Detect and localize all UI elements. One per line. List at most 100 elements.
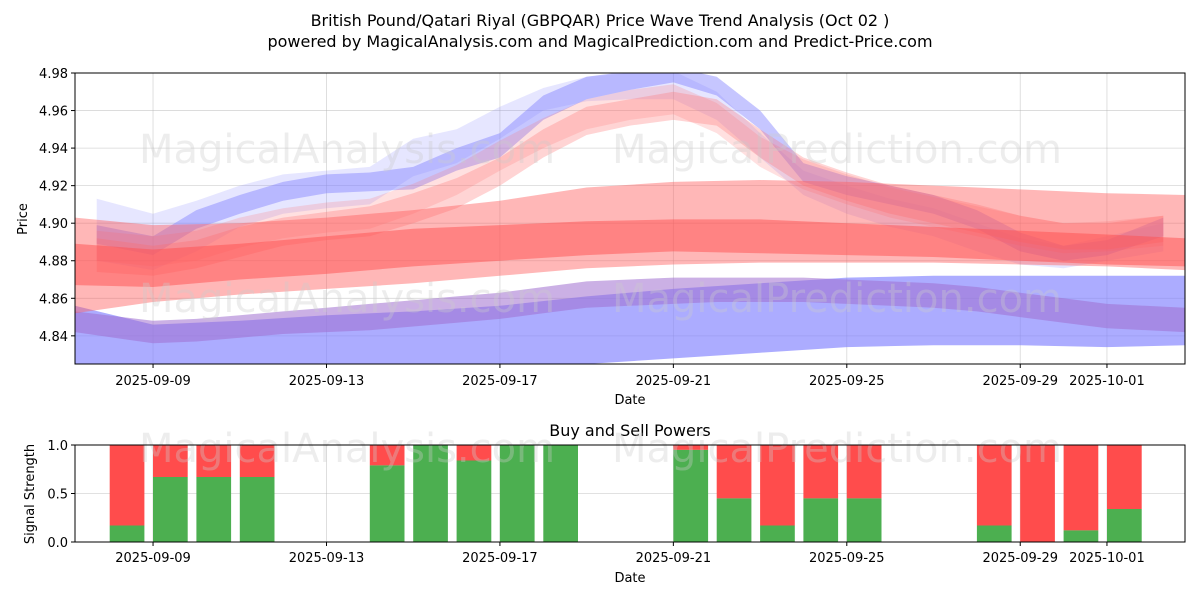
- sell-power-bar: [369, 445, 405, 466]
- buy-power-bar: [239, 477, 275, 542]
- signal-ytick-label: 0.5: [47, 488, 68, 503]
- buy-power-bar: [1107, 509, 1142, 542]
- buy-power-bar: [413, 445, 448, 542]
- signal-xtick-label: 2025-09-09: [115, 551, 191, 566]
- signal-ytick-label: 0.0: [47, 536, 68, 551]
- sell-power-bar: [760, 445, 795, 526]
- price-ytick-label: 4.96: [39, 105, 68, 120]
- buy-power-bar: [456, 460, 492, 542]
- sell-power-bar: [716, 445, 752, 499]
- sell-power-bar: [976, 445, 1012, 526]
- price-xlabel: Date: [614, 393, 645, 408]
- signal-xtick-label: 2025-10-01: [1069, 551, 1145, 566]
- signal-xtick-label: 2025-09-17: [462, 551, 538, 566]
- sell-power-bar: [803, 445, 839, 499]
- price-xtick-label: 2025-09-17: [462, 374, 538, 389]
- sell-power-bar: [153, 445, 188, 477]
- buy-power-bar: [673, 449, 709, 542]
- signal-bar: [369, 445, 405, 542]
- red-short-wave-1: [96, 91, 1164, 276]
- buy-power-bar: [1063, 530, 1099, 542]
- buy-power-bar: [153, 477, 188, 542]
- signal-bars: [109, 445, 1142, 542]
- price-xtick-label: 2025-09-09: [115, 374, 191, 389]
- price-ytick-label: 4.94: [39, 142, 68, 157]
- price-ytick-label: 4.86: [39, 292, 68, 307]
- price-plot-frame: [74, 72, 1186, 365]
- sell-power-bar: [109, 445, 145, 526]
- signal-bar: [153, 445, 188, 542]
- signal-xtick-label: 2025-09-13: [289, 551, 365, 566]
- signal-bar: [803, 445, 839, 542]
- signal-bar: [673, 445, 709, 542]
- signal-chart-title: Buy and Sell Powers: [549, 421, 711, 440]
- buy-power-bar: [109, 525, 145, 542]
- buy-power-bar: [976, 525, 1012, 542]
- signal-watermarks: MagicalAnalysis.com MagicalPrediction.co…: [139, 426, 1062, 472]
- red-short-wave-2: [96, 84, 1164, 267]
- price-ytick-label: 4.84: [39, 330, 68, 345]
- signal-bar: [109, 445, 145, 542]
- buy-power-bar: [499, 445, 535, 542]
- price-ytick-label: 4.92: [39, 180, 68, 195]
- signal-bar: [1020, 445, 1055, 542]
- watermark-left-top: MagicalAnalysis.com: [139, 127, 555, 173]
- buy-power-bar: [760, 525, 795, 542]
- signal-bar: [1107, 445, 1142, 542]
- signal-bar: [543, 445, 578, 542]
- blue-short-wave-2: [96, 73, 1164, 271]
- price-ylabel: Price: [16, 203, 31, 235]
- signal-bar: [239, 445, 275, 542]
- buy-power-bar: [543, 445, 578, 542]
- price-ticks: 2025-09-09 2025-09-13 2025-09-17 2025-09-21…: [39, 67, 1145, 389]
- buy-power-bar: [369, 465, 405, 542]
- sell-power-bar: [673, 445, 709, 450]
- buy-power-bar: [716, 498, 752, 542]
- price-xtick-label: 2025-09-13: [289, 374, 365, 389]
- watermark-right-bottom: MagicalPrediction.com: [612, 276, 1062, 322]
- signal-ytick-label: 1.0: [47, 439, 68, 454]
- watermark-left-signal: MagicalAnalysis.com: [139, 426, 555, 472]
- sell-power-bar: [239, 445, 275, 477]
- red-long-wave: [75, 219, 1185, 287]
- price-xtick-label: 2025-10-01: [1069, 374, 1145, 389]
- price-watermarks: MagicalAnalysis.com MagicalPrediction.co…: [139, 127, 1062, 322]
- signal-xtick-label: 2025-09-29: [982, 551, 1058, 566]
- sell-power-bar: [1063, 445, 1099, 531]
- signal-bar: [196, 445, 232, 542]
- price-ytick-label: 4.98: [39, 67, 68, 82]
- watermark-left-bottom: MagicalAnalysis.com: [139, 276, 555, 322]
- sell-power-bar: [846, 445, 882, 499]
- signal-bar: [976, 445, 1012, 542]
- signal-xtick-label: 2025-09-21: [636, 551, 712, 566]
- sell-power-bar: [1107, 445, 1142, 509]
- signal-bar: [846, 445, 882, 542]
- price-xtick-label: 2025-09-29: [982, 374, 1058, 389]
- price-bands: [75, 73, 1185, 364]
- chart-title-line2: powered by MagicalAnalysis.com and Magic…: [267, 32, 932, 51]
- price-ytick-label: 4.90: [39, 217, 68, 232]
- signal-ylabel: Signal Strength: [23, 444, 38, 544]
- chart-title-line1: British Pound/Qatari Riyal (GBPQAR) Pric…: [311, 11, 890, 30]
- price-wave-chart: MagicalAnalysis.com MagicalPrediction.co…: [16, 67, 1186, 408]
- buy-power-bar: [803, 498, 839, 542]
- signal-bar: [1063, 445, 1099, 542]
- price-xtick-label: 2025-09-25: [809, 374, 885, 389]
- buy-power-bar: [846, 498, 882, 542]
- purple-overlap-wave: [75, 277, 1185, 344]
- signal-ticks: 2025-09-09 2025-09-13 2025-09-17 2025-09-21…: [47, 439, 1144, 566]
- signal-bar: [760, 445, 795, 542]
- buy-power-bar: [196, 477, 232, 542]
- signal-xlabel: Date: [614, 571, 645, 586]
- signal-bar: [456, 445, 492, 542]
- price-grid: [75, 72, 1185, 364]
- sell-power-bar: [196, 445, 232, 477]
- signal-strength-chart: Buy and Sell Powers MagicalAnalysis.com …: [23, 421, 1186, 586]
- sell-power-bar: [456, 445, 492, 461]
- signal-bar: [413, 445, 448, 542]
- price-band-layer: [75, 73, 1185, 364]
- watermark-right-signal: MagicalPrediction.com: [612, 426, 1062, 472]
- signal-bar: [499, 445, 535, 542]
- sell-power-bar: [1020, 445, 1055, 542]
